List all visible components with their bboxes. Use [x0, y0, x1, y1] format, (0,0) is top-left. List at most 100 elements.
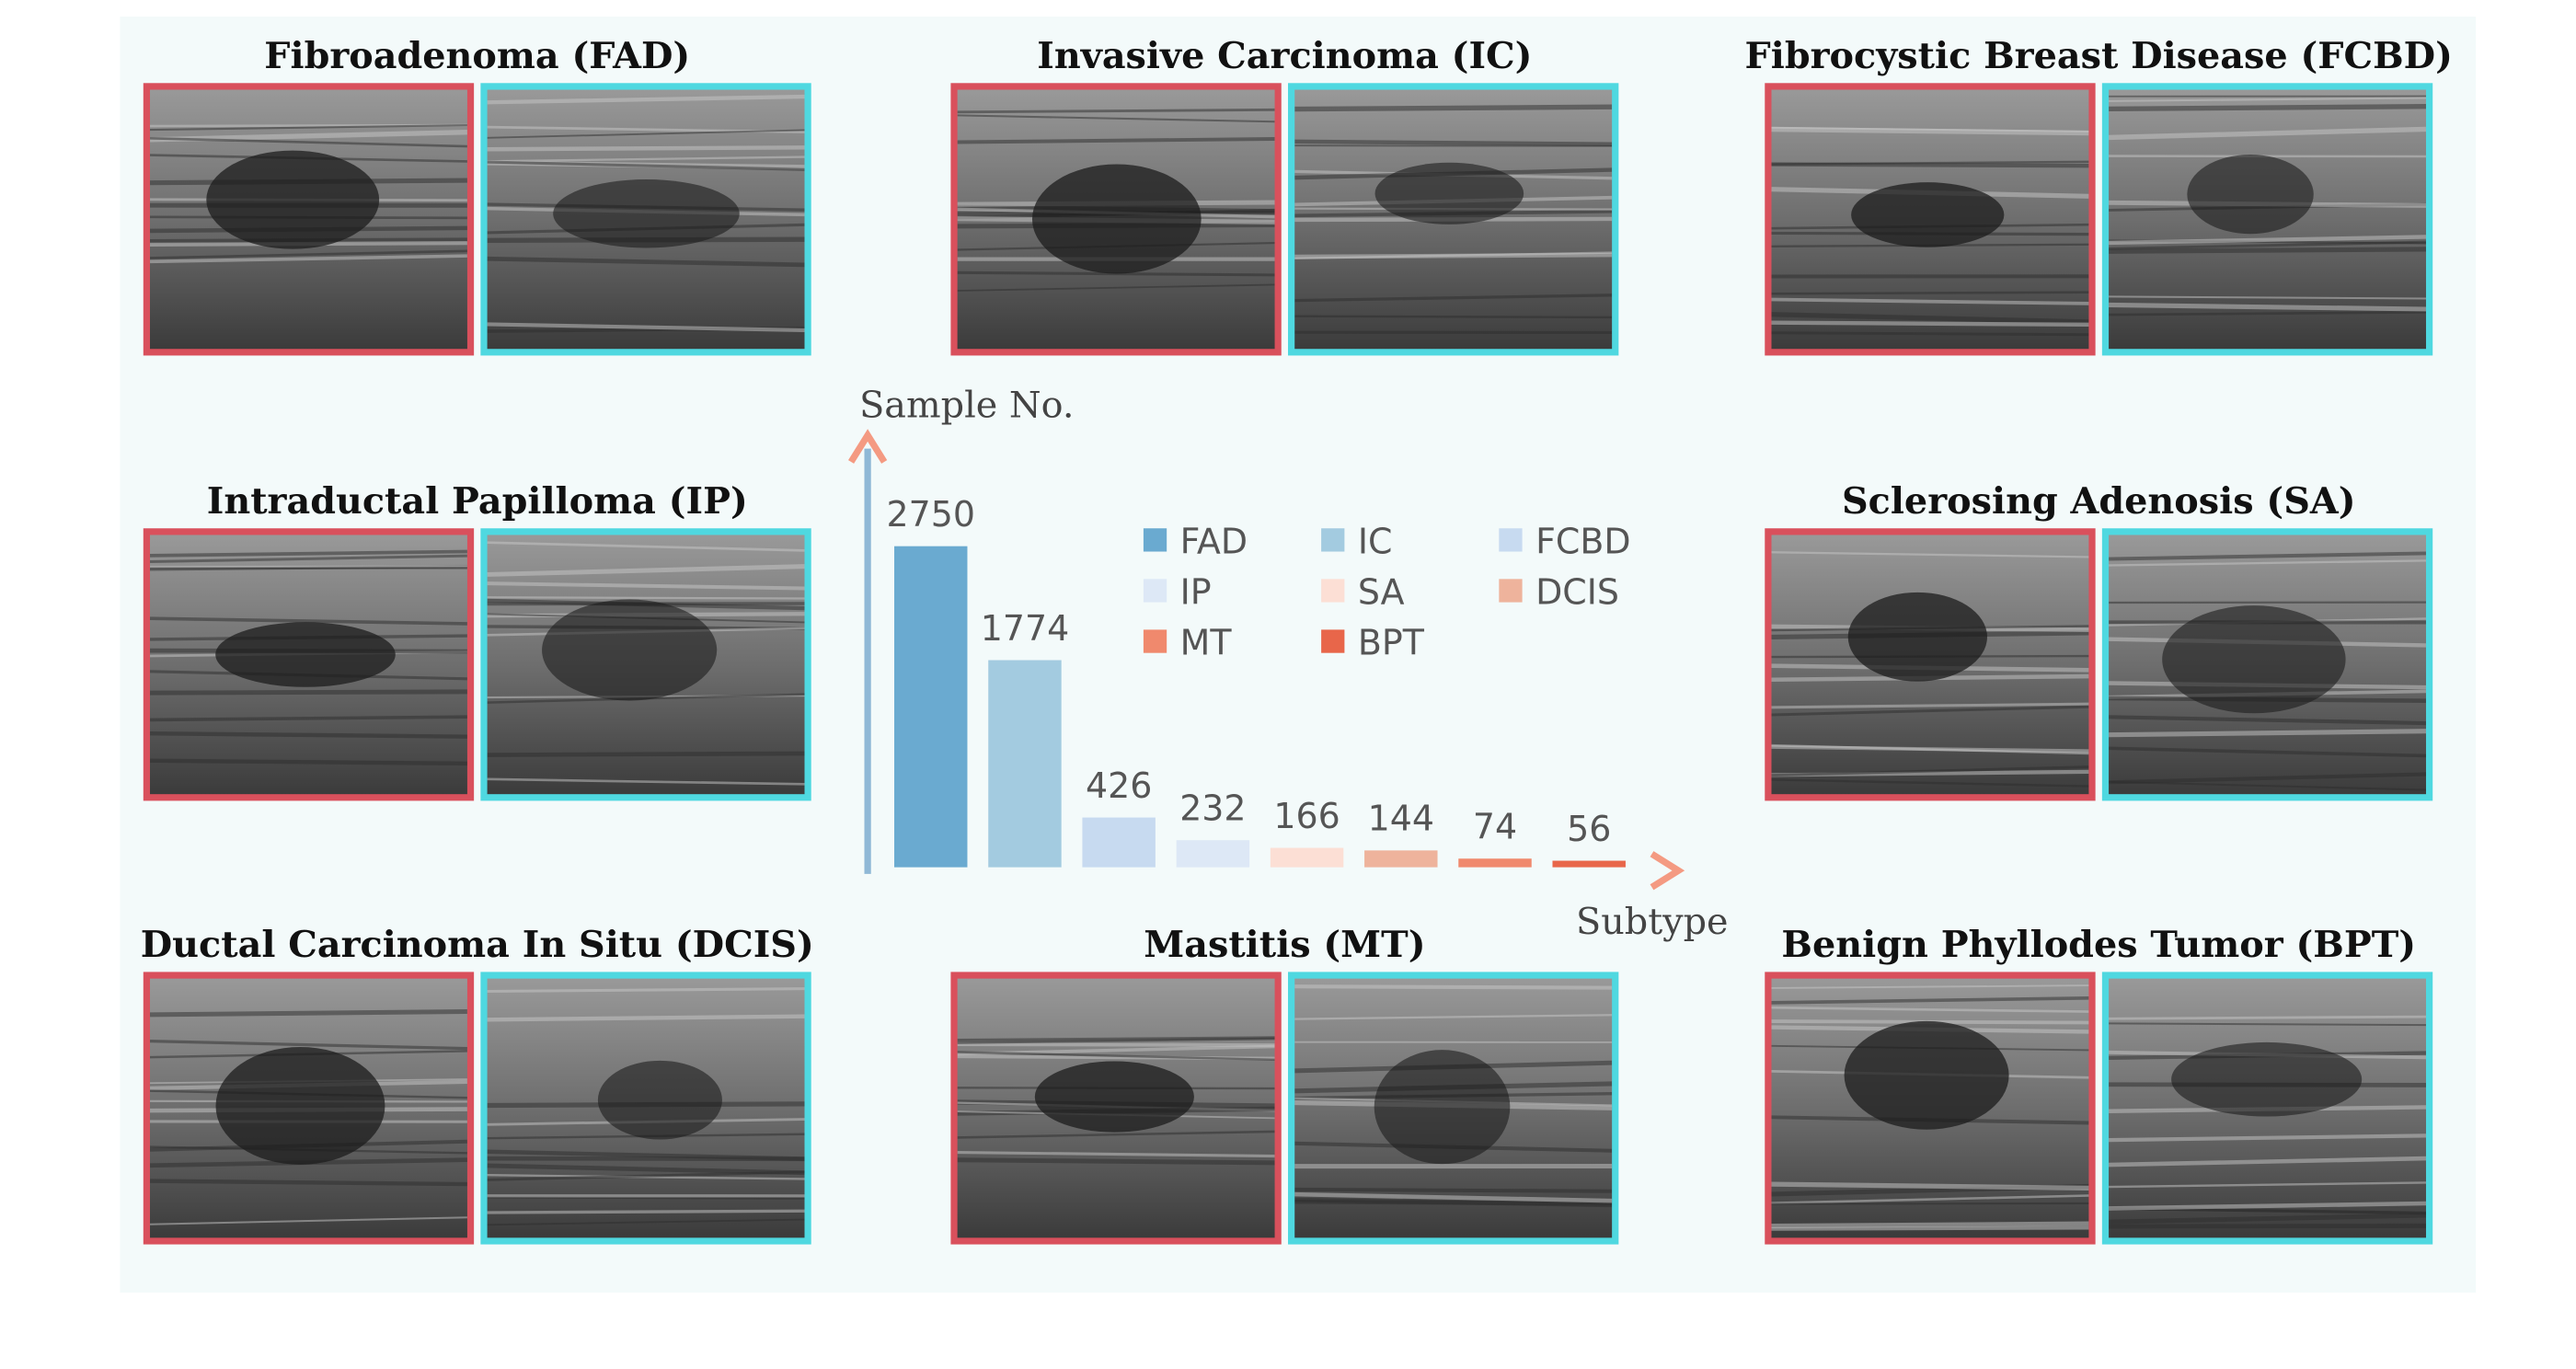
lesion	[2162, 605, 2346, 714]
texture	[1771, 744, 2089, 754]
lesion	[1374, 1050, 1511, 1165]
texture	[149, 715, 467, 722]
legend-label: FCBD	[1535, 521, 1630, 561]
texture	[1771, 984, 2089, 989]
image-border	[1765, 972, 2096, 1245]
texture	[149, 124, 467, 132]
ultrasound-image	[1288, 83, 1619, 356]
image-border	[1765, 83, 2096, 356]
texture	[487, 129, 805, 139]
texture	[1294, 984, 1613, 990]
texture	[150, 565, 467, 569]
texture	[2109, 240, 2427, 250]
texture	[487, 1156, 805, 1162]
ultrasound-image	[950, 972, 1282, 1245]
legend-label: IC	[1358, 521, 1393, 561]
ultrasound-image	[1288, 972, 1619, 1245]
image-border	[143, 83, 475, 356]
texture	[2109, 746, 2427, 758]
texture	[487, 581, 805, 591]
legend-label: FAD	[1180, 521, 1248, 561]
texture	[2109, 1015, 2426, 1020]
image-border	[1288, 83, 1619, 356]
image-border	[950, 83, 1282, 356]
texture	[1294, 139, 1613, 146]
panel-title: Benign Phyllodes Tumor (BPT)	[1781, 924, 2416, 966]
texture	[1771, 320, 2089, 328]
texture	[487, 322, 805, 333]
lesion	[2171, 1041, 2363, 1117]
texture	[487, 987, 805, 993]
texture	[1771, 291, 2089, 295]
texture	[149, 136, 467, 148]
texture	[1771, 1194, 2089, 1204]
texture	[1771, 778, 2089, 788]
bar	[1458, 858, 1532, 868]
texture	[149, 616, 467, 626]
image-panels: Fibroadenoma (FAD) Invasive Carcinoma (IC…	[141, 35, 2453, 1245]
bar	[1270, 847, 1344, 868]
texture	[2109, 1133, 2427, 1143]
texture	[2109, 126, 2427, 141]
panel-title: Invasive Carcinoma (IC)	[1037, 35, 1532, 77]
ultrasound-image	[1765, 83, 2096, 356]
legend-swatch	[1321, 629, 1345, 653]
texture	[487, 1170, 805, 1181]
texture	[957, 270, 1275, 277]
lesion	[1847, 592, 1987, 682]
ultrasound-image	[2101, 528, 2433, 801]
texture	[2109, 1022, 2426, 1027]
texture	[149, 731, 467, 739]
texture	[957, 1150, 1275, 1158]
texture	[487, 1163, 805, 1176]
texture	[1771, 1221, 2089, 1229]
texture	[487, 777, 805, 786]
ultrasound-image	[2101, 83, 2433, 356]
texture	[957, 137, 1275, 144]
texture	[149, 1179, 467, 1187]
texture	[2109, 1213, 2427, 1225]
texture	[957, 283, 1275, 292]
texture	[1294, 1200, 1613, 1206]
texture	[957, 1036, 1275, 1042]
bar	[1364, 850, 1438, 868]
texture	[1294, 144, 1613, 147]
texture	[487, 145, 805, 152]
image-border	[2101, 83, 2433, 356]
texture	[2109, 772, 2427, 785]
texture	[487, 155, 805, 163]
x-arrow	[1650, 851, 1685, 891]
texture	[1771, 162, 2089, 168]
image-border	[950, 972, 1282, 1245]
texture	[149, 1216, 467, 1225]
image-border	[143, 972, 475, 1245]
lesion	[1851, 182, 2005, 247]
texture	[149, 758, 467, 766]
legend-swatch	[1499, 528, 1523, 552]
texture	[487, 564, 805, 577]
lesion	[2187, 155, 2314, 235]
bar	[894, 546, 968, 868]
legend-label: MT	[1180, 622, 1233, 662]
texture	[487, 1014, 805, 1022]
texture	[2109, 302, 2427, 312]
texture	[1771, 1006, 2089, 1013]
legend-label: IP	[1180, 571, 1212, 612]
legend-swatch	[1143, 579, 1167, 603]
texture	[957, 114, 1275, 123]
legend-swatch	[1499, 579, 1523, 603]
texture	[1771, 702, 2089, 709]
image-border	[143, 528, 475, 801]
legend-label: BPT	[1358, 622, 1425, 662]
texture	[1294, 251, 1613, 260]
panel-title: Fibroadenoma (FAD)	[264, 35, 690, 77]
texture	[149, 249, 467, 259]
texture	[149, 554, 467, 564]
bar	[1082, 817, 1156, 868]
texture	[2109, 551, 2427, 561]
ultrasound-image	[1765, 528, 2096, 801]
texture	[957, 108, 1275, 114]
panel-title: Mastitis (MT)	[1144, 924, 1425, 966]
texture	[1294, 315, 1613, 319]
texture	[487, 751, 805, 757]
